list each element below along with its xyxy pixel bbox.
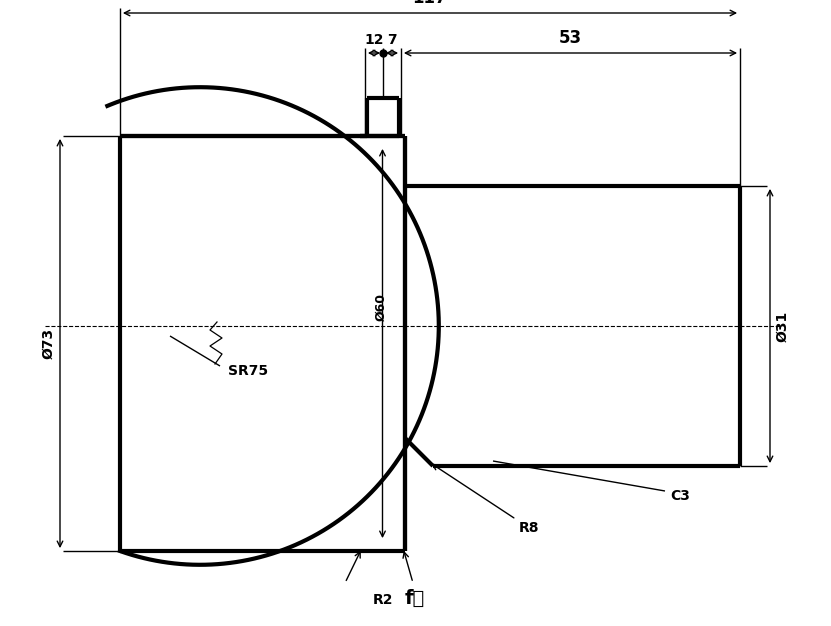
Text: R8: R8 — [433, 464, 539, 535]
Text: Ø60: Ø60 — [374, 293, 387, 321]
Text: C3: C3 — [670, 489, 690, 503]
Text: Ø31: Ø31 — [775, 310, 789, 342]
Text: 12: 12 — [364, 33, 384, 47]
Text: f）: f） — [405, 588, 425, 607]
Text: 53: 53 — [559, 29, 582, 47]
Text: 117: 117 — [413, 0, 447, 7]
Text: Ø73: Ø73 — [41, 328, 55, 359]
Text: SR75: SR75 — [228, 364, 268, 378]
Text: 7: 7 — [387, 33, 397, 47]
Text: R2: R2 — [372, 593, 393, 607]
